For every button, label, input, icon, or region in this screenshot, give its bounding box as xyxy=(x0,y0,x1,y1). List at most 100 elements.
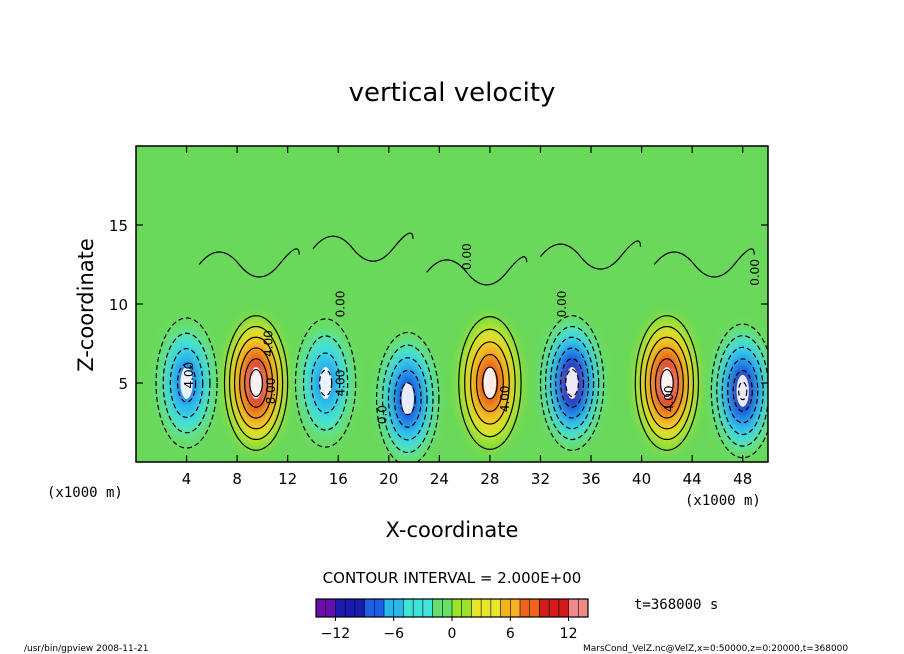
colorbar-tick-label-2: 0 xyxy=(448,626,457,642)
colorbar-cell xyxy=(364,599,375,617)
contour-line-3 xyxy=(399,382,416,416)
colorbar-cell xyxy=(558,599,569,617)
y-tick-label-0: 5 xyxy=(118,375,128,393)
contour-label-6: 0.00 xyxy=(460,243,474,270)
colorbar-tick-label-4: 12 xyxy=(560,626,578,642)
colorbar-cell xyxy=(384,599,395,617)
contour-label-7: 4.00 xyxy=(498,385,512,412)
x-tick-label-2: 12 xyxy=(278,470,297,488)
colorbar-cell xyxy=(403,599,414,617)
contour-label-9: 4.00 xyxy=(662,385,676,412)
contour-line-1 xyxy=(249,368,263,398)
colorbar-tick-label-1: −6 xyxy=(383,626,404,642)
colorbar-cell xyxy=(481,599,492,617)
contour-line-3 xyxy=(376,331,440,462)
footer-left: /usr/bin/gpview 2008-11-21 xyxy=(24,644,148,654)
contour-line-4 xyxy=(458,316,522,450)
contour-line-6 xyxy=(654,358,679,408)
contour-line-5 xyxy=(555,347,590,419)
x-tick-label-11: 48 xyxy=(733,470,752,488)
x-tick-label-10: 44 xyxy=(683,470,702,488)
colorbar-cell xyxy=(500,599,511,617)
contour-line-5 xyxy=(560,358,585,408)
contour-line-2 xyxy=(310,352,341,414)
contour-line-1 xyxy=(223,315,289,451)
colorbar-cell xyxy=(413,599,424,617)
contour-labels: 4.00 4.00 8.00 4.00 0.00 0.0 0.00 4.00 0.00 4.00 0… xyxy=(182,243,762,424)
contour-label-2: 8.00 xyxy=(264,378,278,405)
colorbar-cell xyxy=(471,599,482,617)
contour-line-3 xyxy=(387,357,428,441)
velocity-cell-3-core xyxy=(401,382,414,415)
colorbar-cell xyxy=(432,599,443,617)
contour-line-5 xyxy=(539,315,605,451)
x-tick-label-8: 36 xyxy=(581,470,600,488)
zero-contour-2 xyxy=(426,256,528,286)
contour-label-5: 0.0 xyxy=(375,405,389,424)
contour-line-4 xyxy=(481,366,498,400)
time-label: t=368000 s xyxy=(634,597,718,613)
colorbar-tick-label-0: −12 xyxy=(321,626,351,642)
plot-area: 4.00 4.00 8.00 4.00 0.00 0.0 0.00 4.00 0.00 4.00 0… xyxy=(135,145,769,463)
colorbar-cell xyxy=(549,599,560,617)
contour-line-4 xyxy=(475,353,504,413)
velocity-cell-5-core xyxy=(565,367,579,399)
contour-line-6 xyxy=(644,336,689,430)
contour-line-0 xyxy=(162,332,211,434)
contour-line-5 xyxy=(565,368,580,398)
colorbar-cell xyxy=(490,599,501,617)
x-tick-label-5: 24 xyxy=(430,470,449,488)
contour-line-1 xyxy=(239,347,274,419)
contour-line-0 xyxy=(176,363,197,403)
colorbar-cell xyxy=(539,599,550,617)
contour-line-0 xyxy=(155,317,218,449)
contour-line-6 xyxy=(639,325,695,441)
footer-right: MarsCond_VelZ.nc@VelZ,x=0:50000,z=0:2000… xyxy=(583,644,848,654)
colorbar-cell xyxy=(510,599,521,617)
contour-label-8: 0.00 xyxy=(555,291,569,318)
x-tick-label-1: 8 xyxy=(232,470,242,488)
colorbar-cell xyxy=(568,599,579,617)
contour-line-6 xyxy=(649,347,684,419)
y-tick-label-1: 10 xyxy=(109,296,128,314)
contour-line-3 xyxy=(393,369,422,428)
contour-line-4 xyxy=(470,341,510,425)
y-axis-label: Z-coordinate xyxy=(74,238,98,372)
colorbar-cell xyxy=(316,599,327,617)
colorbar-cell xyxy=(442,599,453,617)
contour-line-1 xyxy=(228,325,284,441)
colorbar-cell xyxy=(520,599,531,617)
contour-label-4: 0.00 xyxy=(334,291,348,318)
contour-line-7 xyxy=(727,358,759,424)
colorbar-cell xyxy=(335,599,346,617)
zero-contour-4 xyxy=(653,248,755,278)
colorbar-cell xyxy=(393,599,404,617)
y-axis: 5 10 15 xyxy=(109,217,768,393)
zero-contour-3 xyxy=(540,240,642,270)
colorbar-cell xyxy=(345,599,356,617)
zero-contour-0 xyxy=(198,248,300,278)
colorbar-cell xyxy=(374,599,385,617)
contour-label-0: 4.00 xyxy=(182,362,196,389)
colorbar-tick-label-3: 6 xyxy=(506,626,515,642)
contour-line-2 xyxy=(318,369,333,397)
colorbar-cell xyxy=(422,599,433,617)
velocity-cell-1-core xyxy=(249,367,263,399)
contour-label-10: 0.00 xyxy=(748,259,762,286)
contour-line-6 xyxy=(659,368,674,398)
chart-title: vertical velocity xyxy=(349,78,556,108)
velocity-cell-4-core xyxy=(483,367,497,399)
colorbar-cell xyxy=(578,599,589,617)
contour-line-5 xyxy=(549,336,595,430)
x-axis: 4 8 12 16 20 24 28 32 36 40 44 48 xyxy=(182,146,752,488)
x-unit-label-left: (x1000 m) xyxy=(47,485,123,501)
colorbar-cell xyxy=(452,599,463,617)
x-tick-label-4: 20 xyxy=(379,470,398,488)
x-tick-label-7: 32 xyxy=(531,470,550,488)
contour-line-7 xyxy=(716,335,768,447)
contour-line-1 xyxy=(244,358,269,408)
colorbar-cell xyxy=(354,599,365,617)
contour-line-5 xyxy=(544,325,600,441)
velocity-cell-0-core xyxy=(180,367,193,399)
x-tick-label-0: 4 xyxy=(182,470,192,488)
